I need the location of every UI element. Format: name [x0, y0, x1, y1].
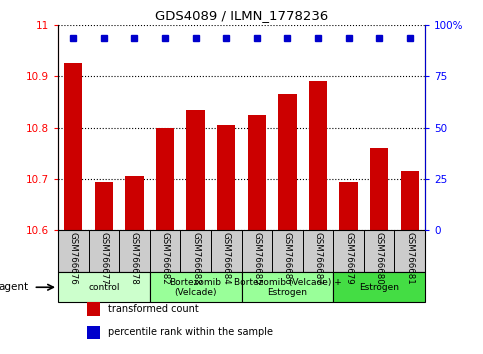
Text: GSM766678: GSM766678 — [130, 232, 139, 285]
Text: Estrogen: Estrogen — [359, 283, 399, 292]
Bar — [340, 182, 358, 230]
Bar — [333, 272, 425, 302]
Bar — [248, 115, 266, 230]
Text: GSM766680: GSM766680 — [375, 232, 384, 285]
Text: GSM766686: GSM766686 — [283, 232, 292, 285]
Bar — [242, 272, 333, 302]
Text: control: control — [88, 283, 120, 292]
Text: percentile rank within the sample: percentile rank within the sample — [108, 327, 272, 337]
Title: GDS4089 / ILMN_1778236: GDS4089 / ILMN_1778236 — [155, 9, 328, 22]
Bar — [217, 125, 235, 230]
Text: agent: agent — [0, 282, 29, 292]
Text: GSM766677: GSM766677 — [99, 232, 108, 285]
Bar — [150, 272, 242, 302]
Text: Bortezomib (Velcade) +
Estrogen: Bortezomib (Velcade) + Estrogen — [233, 278, 341, 297]
Bar — [278, 94, 297, 230]
Bar — [309, 81, 327, 230]
Bar — [156, 127, 174, 230]
Text: GSM766682: GSM766682 — [160, 232, 170, 285]
Text: GSM766676: GSM766676 — [69, 232, 78, 285]
Bar — [95, 182, 113, 230]
Text: GSM766683: GSM766683 — [191, 232, 200, 285]
Bar — [58, 272, 150, 302]
Text: GSM766684: GSM766684 — [222, 232, 231, 285]
Bar — [87, 326, 100, 339]
Text: Bortezomib
(Velcade): Bortezomib (Velcade) — [170, 278, 222, 297]
Text: transformed count: transformed count — [108, 304, 198, 314]
Text: GSM766687: GSM766687 — [313, 232, 323, 285]
Bar — [64, 63, 83, 230]
Text: GSM766681: GSM766681 — [405, 232, 414, 285]
Bar — [370, 148, 388, 230]
Text: GSM766679: GSM766679 — [344, 232, 353, 285]
Bar — [125, 176, 143, 230]
Bar — [58, 230, 425, 272]
Bar — [87, 302, 100, 316]
Bar — [186, 110, 205, 230]
Text: GSM766685: GSM766685 — [252, 232, 261, 285]
Bar — [400, 171, 419, 230]
